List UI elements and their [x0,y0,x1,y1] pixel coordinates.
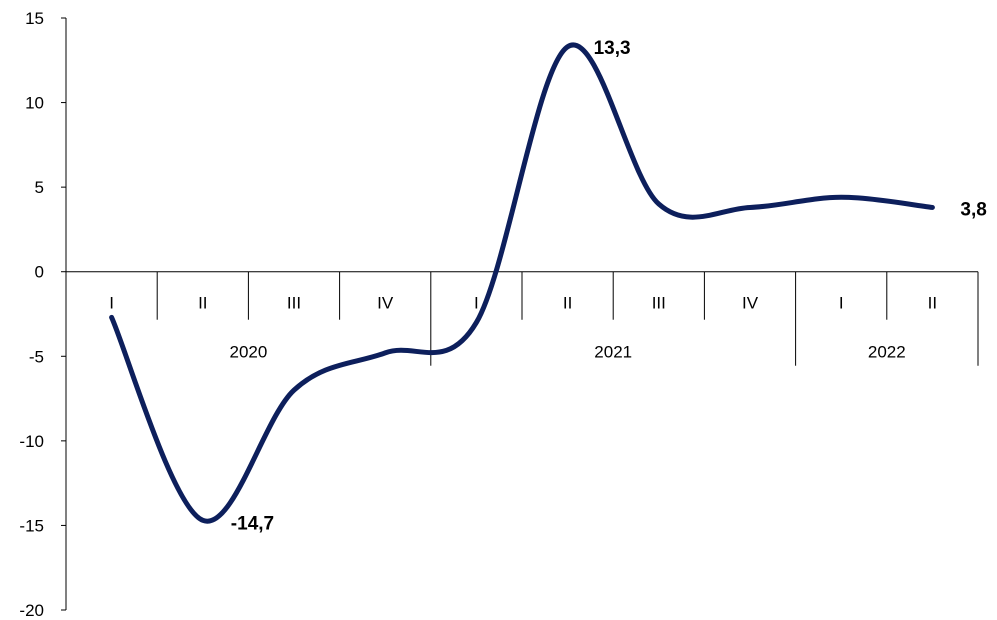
x-category-label: I [474,294,479,313]
x-category-label: II [563,294,572,313]
x-category-label: IV [742,294,759,313]
y-tick-label: -20 [19,601,44,620]
x-category-label: I [109,294,114,313]
y-axis-ticks: 15 10 5 0 -5 -10 -15 -20 [19,9,66,620]
y-tick-label: 10 [25,94,44,113]
y-tick-label: -10 [19,432,44,451]
x-category-label: III [652,294,666,313]
data-label: -14,7 [231,513,274,534]
data-labels: -14,7 13,3 3,8 [231,38,987,535]
x-group-label: 2022 [868,343,906,362]
y-tick-label: 5 [35,178,44,197]
x-category-label: III [287,294,301,313]
y-tick-label: 15 [25,9,44,28]
x-category-label: I [839,294,844,313]
x-group-label: 2020 [229,343,267,362]
series-layer [109,42,935,524]
x-group-label: 2021 [594,343,632,362]
y-tick-label: -15 [19,516,44,535]
y-tick-label: -5 [29,347,44,366]
data-label: 13,3 [594,38,631,59]
x-category-label: II [928,294,937,313]
x-category-label: IV [377,294,394,313]
series-line [109,42,935,524]
x-category-label: II [198,294,207,313]
data-label: 3,8 [960,199,986,220]
y-tick-label: 0 [35,263,44,282]
